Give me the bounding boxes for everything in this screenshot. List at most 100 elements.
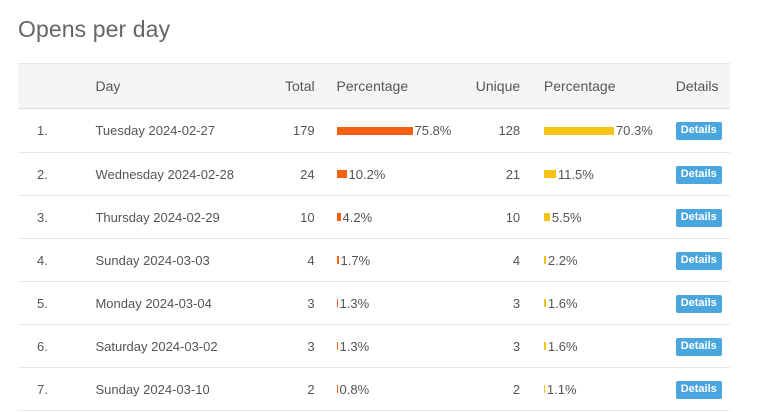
row-unique: 3 <box>456 324 521 368</box>
row-details-cell: Details <box>675 281 730 325</box>
unique-percentage-bar <box>543 170 556 178</box>
percentage-unique: 1.1% <box>543 381 676 397</box>
row-spacer <box>314 195 337 239</box>
unique-percentage-bar <box>543 256 546 264</box>
row-day: Monday 2024-03-04 <box>95 281 254 325</box>
row-day: Sunday 2024-03-03 <box>95 238 254 282</box>
unique-percentage-bar <box>543 126 614 135</box>
row-index: 6. <box>18 324 96 368</box>
row-spacer <box>314 324 337 368</box>
row-day: Sunday 2024-03-10 <box>95 367 254 411</box>
percentage-total: 75.8% <box>336 123 457 138</box>
table-row: 3. Thursday 2024-02-29 10 4.2% 10 5.5% Details <box>18 195 730 239</box>
total-percentage-bar <box>336 299 338 307</box>
row-total: 3 <box>253 324 315 368</box>
row-percentage-total-cell: 75.8% <box>336 108 457 153</box>
row-index: 5. <box>18 281 96 325</box>
unique-percentage-label: 1.6% <box>547 338 578 354</box>
row-percentage-unique-cell: 11.5% <box>543 152 676 196</box>
row-index: 3. <box>18 195 96 239</box>
row-day: Tuesday 2024-02-27 <box>95 108 254 153</box>
details-button[interactable]: Details <box>675 208 722 227</box>
row-unique: 2 <box>456 367 521 411</box>
header-index <box>18 63 96 109</box>
percentage-total: 1.3% <box>336 338 457 354</box>
table-row: 1. Tuesday 2024-02-27 179 75.8% 128 70.3% Deta… <box>18 108 730 153</box>
total-percentage-label: 1.3% <box>339 338 370 354</box>
row-spacer <box>314 281 337 325</box>
total-percentage-bar <box>336 342 338 350</box>
unique-percentage-label: 70.3% <box>615 123 653 138</box>
row-percentage-total-cell: 0.8% <box>336 367 457 411</box>
percentage-unique: 1.6% <box>543 338 676 354</box>
details-button[interactable]: Details <box>675 337 722 356</box>
header-unique: Unique <box>456 63 521 109</box>
row-unique: 128 <box>456 108 521 153</box>
row-details-cell: Details <box>675 238 730 282</box>
table-body: 1. Tuesday 2024-02-27 179 75.8% 128 70.3% Deta… <box>18 108 730 411</box>
row-unique: 21 <box>456 152 521 196</box>
row-details-cell: Details <box>675 367 730 411</box>
header-day: Day <box>95 63 254 109</box>
header-details: Details <box>675 63 730 109</box>
header-spacer <box>314 63 337 109</box>
row-spacer <box>314 238 337 282</box>
unique-percentage-bar <box>543 299 546 307</box>
row-percentage-total-cell: 1.3% <box>336 281 457 325</box>
row-percentage-total-cell: 10.2% <box>336 152 457 196</box>
row-total: 10 <box>253 195 315 239</box>
details-button[interactable]: Details <box>675 294 722 313</box>
table-row: 2. Wednesday 2024-02-28 24 10.2% 21 11.5% Deta… <box>18 152 730 196</box>
percentage-total: 1.3% <box>336 295 457 311</box>
row-total: 3 <box>253 281 315 325</box>
percentage-total: 4.2% <box>336 209 457 225</box>
unique-percentage-label: 2.2% <box>547 252 578 268</box>
percentage-total: 10.2% <box>336 167 457 182</box>
unique-percentage-bar <box>543 385 545 393</box>
total-percentage-label: 1.7% <box>340 252 371 268</box>
row-unique: 3 <box>456 281 521 325</box>
percentage-total: 1.7% <box>336 252 457 268</box>
details-button[interactable]: Details <box>675 122 722 140</box>
total-percentage-label: 75.8% <box>414 123 452 138</box>
row-percentage-total-cell: 4.2% <box>336 195 457 239</box>
header-percentage-total: Percentage <box>336 63 457 109</box>
row-percentage-total-cell: 1.3% <box>336 324 457 368</box>
table-header-row: Day Total Percentage Unique Percentage D… <box>18 63 730 109</box>
row-spacer <box>520 108 544 153</box>
row-spacer <box>520 367 544 411</box>
row-percentage-total-cell: 1.7% <box>336 238 457 282</box>
details-button[interactable]: Details <box>675 251 722 270</box>
row-spacer <box>314 108 337 153</box>
table-row: 7. Sunday 2024-03-10 2 0.8% 2 1.1% Details <box>18 367 730 411</box>
table-row: 6. Saturday 2024-03-02 3 1.3% 3 1.6% Details <box>18 324 730 368</box>
row-spacer <box>314 367 337 411</box>
percentage-unique: 70.3% <box>543 123 676 138</box>
details-button[interactable]: Details <box>675 165 722 184</box>
row-day: Thursday 2024-02-29 <box>95 195 254 239</box>
row-total: 24 <box>253 152 315 196</box>
details-button[interactable]: Details <box>675 380 722 399</box>
row-unique: 4 <box>456 238 521 282</box>
unique-percentage-label: 1.1% <box>546 381 577 397</box>
page-title: Opens per day <box>18 16 171 42</box>
row-index: 7. <box>18 367 96 411</box>
total-percentage-label: 1.3% <box>339 295 370 311</box>
total-percentage-bar <box>336 126 413 135</box>
unique-percentage-label: 5.5% <box>551 209 582 225</box>
total-percentage-label: 0.8% <box>339 381 370 397</box>
unique-percentage-bar <box>543 213 550 221</box>
row-percentage-unique-cell: 1.6% <box>543 324 676 368</box>
row-percentage-unique-cell: 1.6% <box>543 281 676 325</box>
row-percentage-unique-cell: 1.1% <box>543 367 676 411</box>
row-index: 1. <box>18 108 96 153</box>
row-details-cell: Details <box>675 152 730 196</box>
row-percentage-unique-cell: 2.2% <box>543 238 676 282</box>
row-spacer <box>520 238 544 282</box>
row-percentage-unique-cell: 5.5% <box>543 195 676 239</box>
total-percentage-bar <box>336 385 338 393</box>
total-percentage-label: 4.2% <box>342 209 373 225</box>
row-percentage-unique-cell: 70.3% <box>543 108 676 153</box>
row-spacer <box>520 324 544 368</box>
row-spacer <box>314 152 337 196</box>
